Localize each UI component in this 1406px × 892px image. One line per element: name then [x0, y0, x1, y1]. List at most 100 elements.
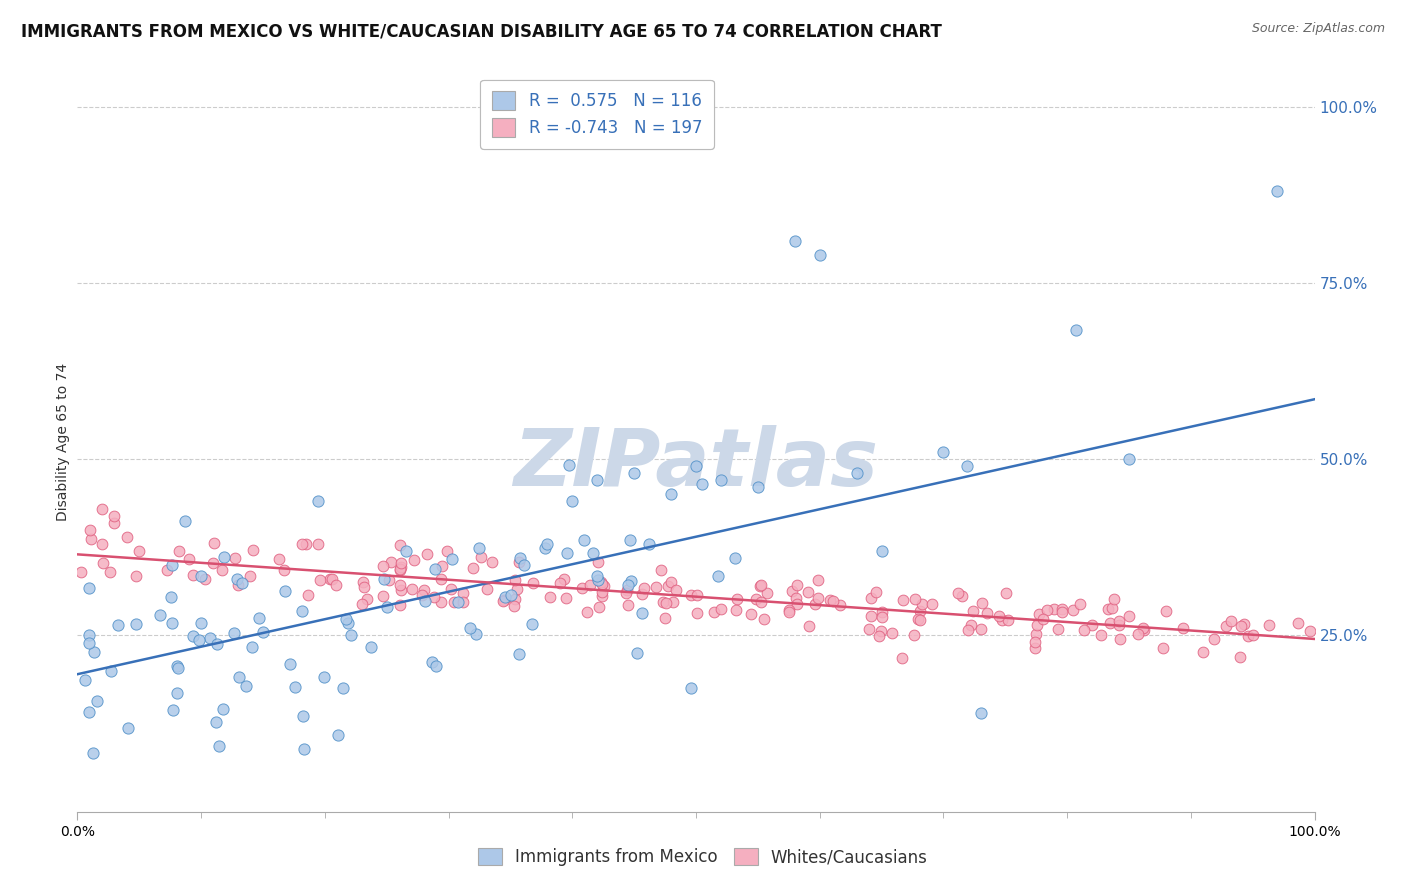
Point: [458, 621, 481, 635]
Point: [1220, 614, 1243, 628]
Point: [614, 586, 637, 600]
Point: [654, 611, 676, 625]
Point: [1171, 622, 1194, 636]
Point: [167, 661, 190, 675]
Point: [1032, 612, 1054, 626]
Point: [467, 541, 489, 555]
Point: [291, 537, 314, 551]
Point: [115, 530, 138, 544]
Point: [1052, 601, 1074, 615]
Point: [785, 591, 807, 606]
Point: [752, 612, 775, 626]
Point: [352, 597, 374, 611]
Point: [910, 597, 932, 611]
Point: [77, 636, 100, 650]
Point: [582, 546, 605, 560]
Point: [823, 594, 845, 608]
Point: [869, 628, 891, 642]
Point: [274, 584, 297, 599]
Point: [75, 673, 97, 688]
Point: [1043, 602, 1066, 616]
Point: [706, 569, 728, 583]
Point: [353, 580, 375, 594]
Point: [783, 234, 806, 248]
Point: [685, 459, 707, 474]
Point: [494, 590, 516, 604]
Point: [211, 563, 233, 577]
Point: [633, 581, 655, 595]
Point: [1046, 622, 1069, 636]
Point: [586, 473, 609, 487]
Point: [665, 582, 688, 597]
Point: [870, 610, 893, 624]
Point: [508, 554, 530, 568]
Point: [388, 578, 411, 592]
Point: [481, 555, 503, 569]
Point: [352, 575, 374, 590]
Point: [1050, 605, 1073, 619]
Point: [538, 590, 561, 604]
Point: [554, 591, 576, 605]
Point: [548, 575, 571, 590]
Point: [412, 583, 434, 598]
Point: [1202, 632, 1225, 646]
Point: [1267, 184, 1289, 198]
Point: [749, 579, 772, 593]
Point: [492, 593, 515, 607]
Point: [77, 582, 100, 596]
Point: [956, 459, 979, 474]
Point: [506, 582, 529, 596]
Point: [1132, 621, 1154, 635]
Point: [1191, 644, 1213, 658]
Point: [997, 614, 1019, 628]
Point: [591, 585, 613, 599]
Point: [440, 582, 463, 597]
Point: [283, 680, 305, 694]
Point: [962, 604, 984, 618]
Point: [477, 582, 499, 596]
Point: [239, 569, 262, 583]
Point: [725, 592, 748, 607]
Point: [786, 578, 808, 592]
Point: [1215, 619, 1237, 633]
Point: [865, 584, 887, 599]
Point: [557, 546, 579, 560]
Point: [422, 655, 444, 669]
Point: [710, 473, 733, 487]
Point: [413, 594, 436, 608]
Point: [749, 578, 772, 592]
Point: [591, 589, 613, 603]
Point: [1097, 602, 1119, 616]
Point: [616, 582, 638, 597]
Point: [423, 562, 446, 576]
Point: [755, 586, 778, 600]
Point: [778, 603, 800, 617]
Point: [501, 588, 523, 602]
Point: [987, 608, 1010, 623]
Point: [1154, 604, 1177, 618]
Point: [650, 563, 672, 577]
Point: [103, 508, 125, 523]
Point: [91, 501, 114, 516]
Point: [585, 569, 607, 583]
Point: [77, 705, 100, 719]
Point: [83, 645, 105, 659]
Point: [328, 728, 350, 742]
Point: [818, 592, 841, 607]
Point: [970, 596, 993, 610]
Point: [807, 574, 830, 588]
Point: [389, 557, 412, 571]
Point: [908, 604, 931, 618]
Point: [921, 598, 943, 612]
Point: [520, 617, 543, 632]
Point: [173, 514, 195, 528]
Point: [312, 669, 335, 683]
Y-axis label: Disability Age 65 to 74: Disability Age 65 to 74: [56, 362, 70, 521]
Point: [620, 574, 643, 589]
Point: [891, 593, 914, 607]
Point: [91, 556, 114, 570]
Point: [745, 591, 768, 606]
Point: [1108, 632, 1130, 646]
Point: [1118, 452, 1140, 467]
Point: [181, 568, 204, 582]
